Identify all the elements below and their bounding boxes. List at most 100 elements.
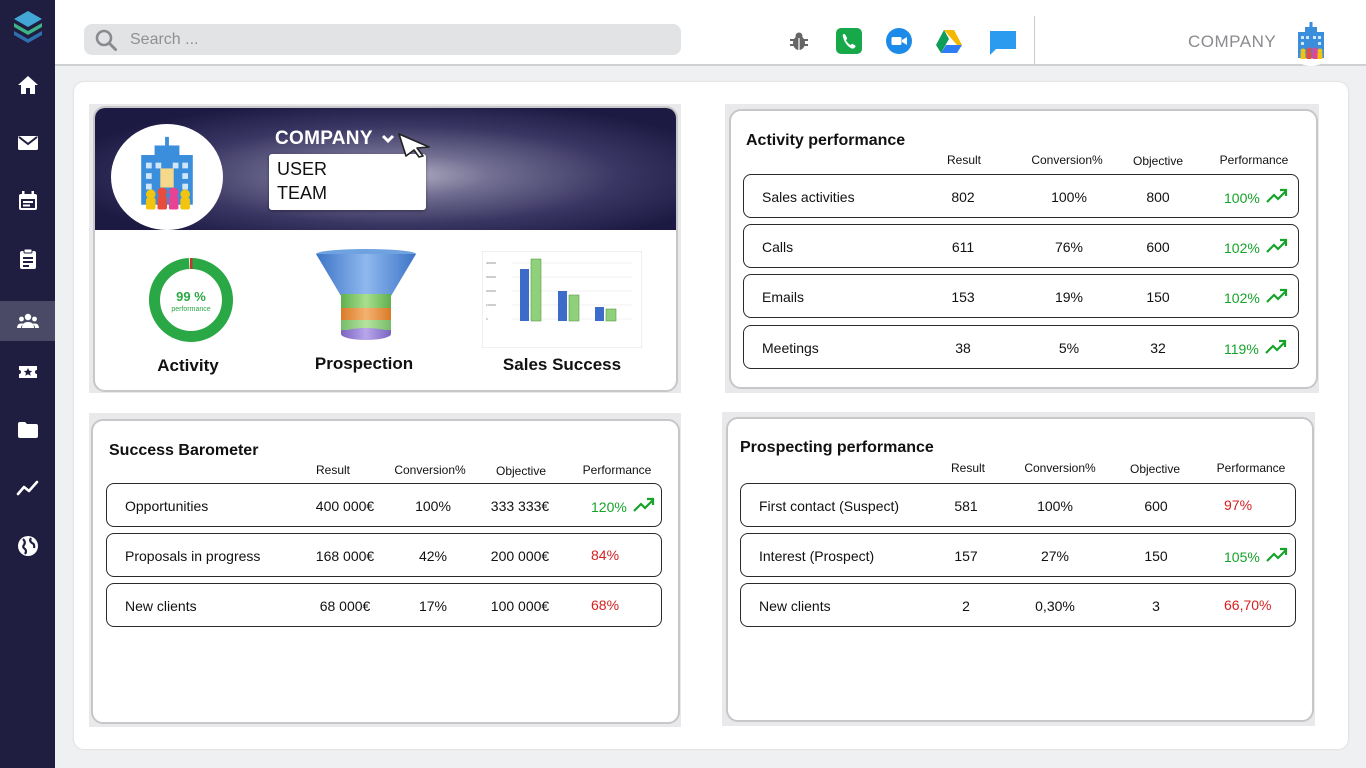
table-row[interactable]: Opportunities 400 000€ 100% 333 333€ 120%: [106, 483, 662, 527]
table-row[interactable]: Interest (Prospect) 157 27% 150 105%: [740, 533, 1296, 577]
dashboard-panel: COMPANY USER TEAM 99 % performance: [74, 82, 1348, 749]
performance-value: 102%: [1224, 289, 1260, 306]
column-header-performance: Performance: [1219, 153, 1289, 167]
sidebar-item-home[interactable]: [0, 65, 55, 105]
bug-report-button[interactable]: [785, 27, 813, 55]
row-performance: 120%: [591, 497, 655, 516]
trend-chart-icon: [16, 480, 38, 496]
trend-up-icon: [1266, 547, 1288, 566]
success-barometer-card: Success Barometer Result Conversion% Obj…: [91, 419, 680, 724]
team-icon: [16, 313, 39, 328]
scope-selector-label: COMPANY: [275, 128, 373, 149]
table-row[interactable]: New clients 68 000€ 17% 100 000€ 68%: [106, 583, 662, 627]
scope-dropdown: USER TEAM: [269, 154, 426, 210]
sidebar-item-tickets[interactable]: [0, 352, 55, 392]
company-avatar[interactable]: [1288, 20, 1334, 66]
sidebar-item-mail[interactable]: [0, 123, 55, 163]
row-label: Proposals in progress: [125, 548, 261, 564]
search-icon: [95, 29, 117, 51]
row-conversion: 76%: [1054, 239, 1084, 255]
video-call-button[interactable]: [885, 27, 913, 55]
row-label: New clients: [759, 598, 831, 614]
chat-button[interactable]: [989, 29, 1017, 57]
prospecting-performance-card: Prospecting performance Result Conversio…: [726, 417, 1314, 722]
app-logo-icon[interactable]: [14, 11, 42, 45]
row-objective: 100 000€: [490, 598, 550, 614]
row-result: 157: [954, 548, 978, 564]
svg-text:300000: 300000: [486, 275, 496, 279]
column-header-result: Result: [950, 461, 985, 475]
card-title: Activity performance: [746, 132, 906, 149]
prospection-label[interactable]: Prospection: [314, 354, 414, 373]
gauge-caption: performance: [171, 306, 210, 313]
search-input[interactable]: [130, 28, 670, 51]
row-objective: 32: [1150, 340, 1166, 356]
table-row[interactable]: Calls 611 76% 600 102%: [743, 224, 1299, 268]
svg-text:0: 0: [486, 317, 488, 321]
column-header-result: Result: [315, 463, 350, 477]
row-label: Opportunities: [125, 498, 209, 514]
ticket-icon: [18, 366, 37, 378]
top-bar: COMPANY: [55, 0, 1366, 66]
sidebar-item-web[interactable]: [0, 526, 55, 566]
column-header-conversion: Conversion%: [1024, 461, 1096, 475]
row-performance: 100%: [1224, 188, 1288, 207]
calendar-icon: [18, 191, 37, 210]
table-row[interactable]: Meetings 38 5% 32 119%: [743, 325, 1299, 369]
folder-icon: [17, 422, 38, 438]
sidebar-item-calendar[interactable]: [0, 181, 55, 221]
search-bar[interactable]: [84, 24, 681, 55]
row-objective: 600: [1144, 498, 1168, 514]
card-title: Success Barometer: [109, 442, 259, 459]
dropdown-option-user[interactable]: USER: [277, 159, 328, 179]
home-icon: [17, 76, 38, 94]
dropdown-option-team[interactable]: TEAM: [277, 183, 328, 203]
prospection-funnel-icon[interactable]: [314, 248, 418, 346]
row-result: 68 000€: [319, 598, 371, 614]
row-result: 581: [954, 498, 978, 514]
performance-value: 66,70%: [1224, 597, 1272, 613]
table-row[interactable]: New clients 2 0,30% 3 66,70%: [740, 583, 1296, 627]
row-result: 611: [951, 239, 975, 255]
card-title: Prospecting performance: [740, 439, 934, 456]
row-conversion: 42%: [418, 548, 448, 564]
sidebar-item-analytics[interactable]: [0, 468, 55, 508]
performance-value: 84%: [591, 547, 620, 563]
drive-icon: [936, 30, 962, 53]
sidebar-item-tasks[interactable]: [0, 239, 55, 279]
performance-value: 120%: [591, 498, 627, 515]
performance-value: 97%: [1224, 497, 1253, 513]
table-row[interactable]: Emails 153 19% 150 102%: [743, 274, 1299, 318]
trend-up-icon: [1266, 188, 1288, 207]
video-call-icon: [886, 28, 912, 54]
row-result: 153: [951, 289, 975, 305]
row-performance: 102%: [1224, 288, 1288, 307]
gauge-value: 99 %: [176, 289, 206, 304]
drive-button[interactable]: [935, 27, 963, 55]
svg-text:100000: 100000: [486, 303, 496, 307]
sales-success-label[interactable]: Sales Success: [502, 355, 622, 374]
trend-up-icon: [1266, 238, 1288, 257]
sidebar-item-team[interactable]: [0, 301, 55, 341]
scope-selector[interactable]: COMPANY: [275, 128, 395, 150]
column-header-objective: Objective: [495, 464, 547, 478]
overview-card: COMPANY USER TEAM 99 % performance: [93, 106, 678, 392]
activity-gauge[interactable]: 99 % performance: [146, 255, 236, 345]
row-conversion: 100%: [415, 498, 451, 514]
company-logo: [111, 124, 223, 230]
row-performance: 119%: [1224, 339, 1287, 358]
activity-label[interactable]: Activity: [157, 356, 219, 375]
chat-icon: [990, 31, 1016, 55]
table-row[interactable]: Proposals in progress 168 000€ 42% 200 000€…: [106, 533, 662, 577]
table-row[interactable]: Sales activities 802 100% 800 100%: [743, 174, 1299, 218]
bug-icon: [790, 32, 808, 50]
sidebar: [0, 0, 55, 768]
row-performance: 84%: [591, 547, 619, 563]
row-performance: 66,70%: [1224, 597, 1271, 613]
table-row[interactable]: First contact (Suspect) 581 100% 600 97%: [740, 483, 1296, 527]
column-header-conversion: Conversion%: [394, 463, 466, 477]
sales-success-chart-icon[interactable]: 400000 300000 200000 100000 0: [482, 251, 642, 348]
row-objective: 3: [1152, 598, 1160, 614]
phone-button[interactable]: [835, 27, 863, 55]
sidebar-item-files[interactable]: [0, 410, 55, 450]
